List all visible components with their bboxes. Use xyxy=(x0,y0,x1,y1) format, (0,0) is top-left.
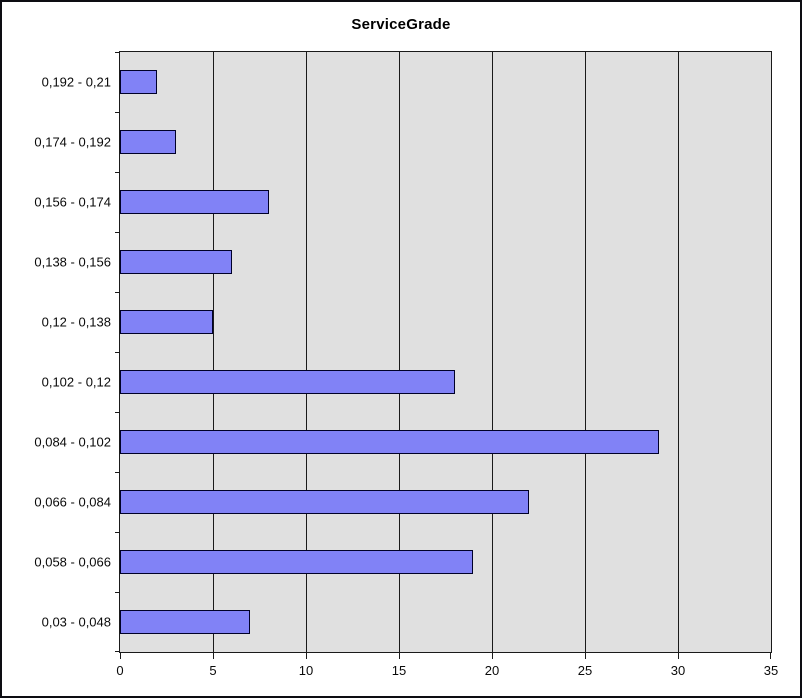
bar-0-192---0-21 xyxy=(120,69,158,94)
y-axis-category-label: 0,03 - 0,048 xyxy=(41,614,111,630)
gridline-x-10 xyxy=(306,52,307,652)
bar-0-156---0-174 xyxy=(120,189,269,214)
y-axis-tick xyxy=(115,172,119,173)
x-axis-tick-label: 20 xyxy=(484,663,500,678)
x-axis-tick-label: 0 xyxy=(116,663,124,678)
y-axis-tick xyxy=(115,112,119,113)
y-axis-category-label: 0,066 - 0,084 xyxy=(34,494,111,510)
plot-area: 0 5 10 15 20 25 30 35 0,192 - 0,21 0,174 - 0,192 0… xyxy=(34,51,778,678)
x-axis-tick xyxy=(306,653,307,659)
y-axis-category-label: 0,156 - 0,174 xyxy=(34,194,111,210)
x-axis-tick-label: 10 xyxy=(298,663,314,678)
y-axis-tick xyxy=(115,232,119,233)
y-axis-category-label: 0,102 - 0,12 xyxy=(41,374,111,390)
x-axis-tick xyxy=(585,653,586,659)
y-axis-tick xyxy=(115,292,119,293)
y-axis-category-label: 0,192 - 0,21 xyxy=(41,74,111,90)
y-axis-category-label: 0,058 - 0,066 xyxy=(34,554,111,570)
x-axis-tick xyxy=(120,653,121,659)
y-axis-tick xyxy=(115,412,119,413)
bar-0-138---0-156 xyxy=(120,249,232,274)
y-axis-category-label: 0,084 - 0,102 xyxy=(34,434,111,450)
x-axis-tick xyxy=(678,653,679,659)
bar-0-066---0-084 xyxy=(120,489,530,514)
bar-0-102---0-12 xyxy=(120,369,455,394)
gridline-x-5 xyxy=(213,52,214,652)
y-axis-tick xyxy=(115,52,119,53)
x-axis-tick-label: 15 xyxy=(391,663,407,678)
bar-0-12---0-138 xyxy=(120,309,213,334)
x-axis-tick xyxy=(399,653,400,659)
x-axis-tick-label: 5 xyxy=(209,663,217,678)
y-axis-category-label: 0,138 - 0,156 xyxy=(34,254,111,270)
gridline-x-30 xyxy=(678,52,679,652)
gridline-x-20 xyxy=(492,52,493,652)
bar-0-084---0-102 xyxy=(120,429,660,454)
x-axis-tick-label: 30 xyxy=(670,663,686,678)
x-axis-tick-label: 25 xyxy=(577,663,593,678)
x-axis-tick-label: 35 xyxy=(763,663,779,678)
gridline-x-25 xyxy=(585,52,586,652)
y-axis-tick xyxy=(115,532,119,533)
x-axis-tick xyxy=(213,653,214,659)
chart-title: ServiceGrade xyxy=(351,16,451,33)
y-axis-category-label: 0,174 - 0,192 xyxy=(34,134,111,150)
gridline-x-15 xyxy=(399,52,400,652)
x-axis-tick xyxy=(492,653,493,659)
y-axis-category-label: 0,12 - 0,138 xyxy=(41,314,111,330)
y-axis-tick xyxy=(115,352,119,353)
bar-0-174---0-192 xyxy=(120,129,176,154)
y-axis-tick xyxy=(115,472,119,473)
y-axis-tick xyxy=(115,651,119,652)
y-axis-tick xyxy=(115,592,119,593)
x-axis-tick xyxy=(770,653,771,659)
bar-0-058---0-066 xyxy=(120,549,474,574)
bar-0-03---0-048 xyxy=(120,609,251,634)
